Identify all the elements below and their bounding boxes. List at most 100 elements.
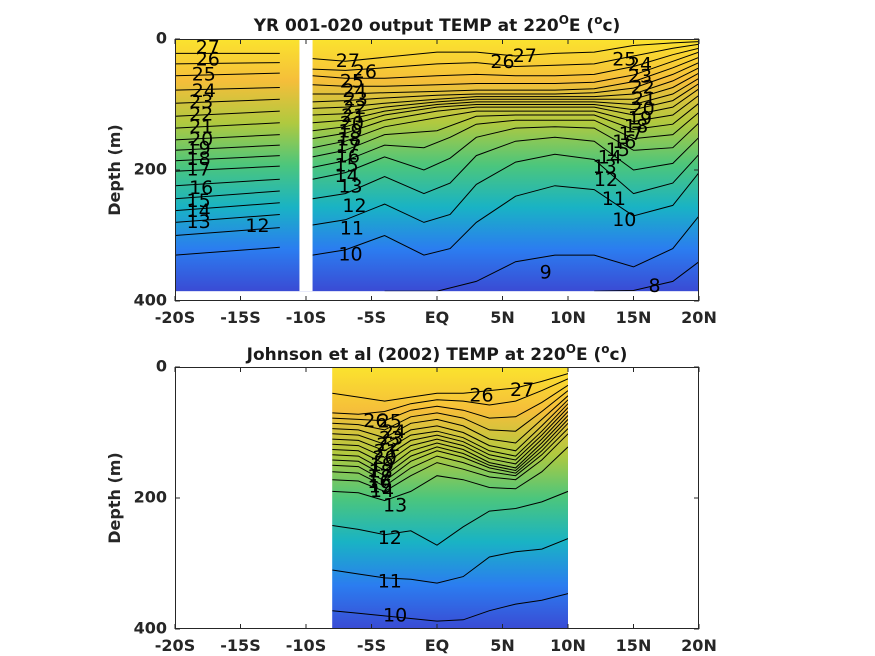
top-contour-label-16: 16 (189, 177, 213, 199)
top-contour-label-24: 24 (342, 80, 366, 102)
top-contour-label-11: 11 (340, 217, 364, 239)
bottom-contour-label-12: 12 (378, 527, 402, 549)
bottom-contour-18 (332, 415, 569, 472)
top-contour-12-east (312, 136, 699, 200)
bottom-y-tick-label: 400 (134, 619, 167, 638)
top-contour-label-17: 17 (619, 123, 643, 145)
bottom-panel-title: Johnson et al (2002) TEMP at 220OE (oc) (246, 342, 628, 365)
top-contour-label-11: 11 (602, 188, 626, 210)
top-contour-label-14: 14 (598, 147, 622, 169)
top-contour-label-12: 12 (342, 195, 366, 217)
top-contour-label-27: 27 (196, 37, 220, 59)
bottom-contour-label-19: 19 (370, 454, 394, 476)
bottom-contour-label-18: 18 (369, 460, 393, 482)
bottom-contour-22 (332, 399, 569, 452)
top-contour-label-18: 18 (337, 128, 361, 150)
top-contour-14-west (175, 202, 280, 212)
top-contour-11-west (175, 246, 280, 256)
top-contour-23-east (312, 56, 699, 95)
top-contour-label-27: 27 (513, 45, 537, 67)
top-contour-label-24: 24 (192, 80, 216, 102)
top-contour-14-east (312, 112, 699, 168)
bottom-contour-label-27: 27 (510, 379, 534, 401)
top-contour-13-east (312, 122, 699, 180)
top-contour-label-21: 21 (189, 116, 213, 138)
top-contour-label-22: 22 (631, 77, 655, 99)
top-contour-8-east (594, 261, 699, 292)
top-contour-label-13: 13 (338, 176, 362, 198)
bottom-contour-27 (332, 373, 569, 402)
top-contour-label-12: 12 (594, 169, 618, 191)
top-contour-22-west (175, 110, 280, 117)
top-contour-label-22: 22 (189, 104, 213, 126)
bottom-y-tick-label: 200 (134, 488, 167, 507)
top-x-tick-label: EQ (425, 308, 450, 327)
bottom-contour-13 (332, 446, 569, 502)
top-contour-label-20: 20 (340, 113, 364, 135)
top-contour-18-east (312, 83, 699, 132)
bottom-contour-25 (332, 384, 569, 422)
top-contour-label-15: 15 (187, 190, 211, 212)
top-contour-label-16: 16 (612, 131, 636, 153)
top-contour-19-west (175, 144, 280, 151)
top-contour-16-east (312, 94, 699, 149)
bottom-temperature-field (332, 367, 568, 629)
bottom-contour-label-15: 15 (369, 475, 393, 497)
top-contour-17-east (312, 88, 699, 140)
top-contour-label-23: 23 (344, 88, 368, 110)
bottom-contour-label-17: 17 (367, 466, 391, 488)
top-contour-label-13: 13 (593, 156, 617, 178)
top-x-tick-label: 5N (490, 308, 515, 327)
top-contour-label-24: 24 (628, 54, 652, 76)
top-y-tick-label: 200 (134, 160, 167, 179)
top-contour-27-east (312, 41, 699, 62)
top-contour-label-8: 8 (648, 275, 660, 297)
bottom-x-tick-label: 20N (681, 636, 717, 655)
top-contour-label-10: 10 (612, 209, 636, 231)
top-contour-lines (175, 41, 699, 292)
top-contour-label-23: 23 (628, 66, 652, 88)
top-contour-label-14: 14 (335, 165, 359, 187)
bottom-y-tick-label: 0 (156, 357, 167, 376)
top-contour-16-west (175, 178, 280, 187)
top-contour-label-25: 25 (192, 64, 216, 86)
bottom-contour-label-20: 20 (373, 447, 397, 469)
top-contour-label-22: 22 (342, 97, 366, 119)
bottom-contour-label-26: 26 (363, 410, 387, 432)
bottom-contour-label-24: 24 (382, 421, 406, 443)
bottom-x-tick-label: 15N (616, 636, 652, 655)
top-x-tick-label: -20S (155, 308, 195, 327)
top-contour-20-east (312, 72, 699, 116)
top-contour-18-west (175, 155, 280, 162)
bottom-contour-label-23: 23 (379, 428, 403, 450)
top-contour-9-east (384, 215, 699, 292)
top-contour-label-19: 19 (628, 107, 652, 129)
bottom-contour-19 (332, 411, 569, 465)
bottom-contour-label-21: 21 (374, 441, 398, 463)
bottom-contour-21 (332, 403, 569, 457)
top-x-tick-label: -5S (357, 308, 386, 327)
top-contour-label-10: 10 (338, 244, 362, 266)
bottom-contour-label-13: 13 (383, 494, 407, 516)
bottom-contour-lines (332, 373, 569, 622)
top-contour-25-east (312, 47, 699, 79)
top-contour-label-18: 18 (187, 148, 211, 170)
top-contour-label-26: 26 (196, 49, 220, 71)
bottom-contour-label-25: 25 (378, 411, 402, 433)
bottom-x-tick-label: -5S (357, 636, 386, 655)
bottom-x-tick-label: 10N (550, 636, 586, 655)
top-contour-label-25: 25 (612, 49, 636, 71)
top-contour-10-east (312, 172, 699, 256)
bottom-x-tick-label: -10S (286, 636, 326, 655)
top-y-tick-label: 400 (134, 291, 167, 310)
bottom-x-tick-label: -20S (155, 636, 195, 655)
top-contour-25-west (175, 72, 280, 77)
top-contour-label-19: 19 (187, 138, 211, 160)
bottom-contour-label-26: 26 (469, 384, 493, 406)
bottom-contour-label-10: 10 (383, 604, 407, 626)
top-contour-22-east (312, 62, 699, 103)
top-x-tick-label: 15N (616, 308, 652, 327)
bottom-contour-label-16: 16 (367, 471, 391, 493)
